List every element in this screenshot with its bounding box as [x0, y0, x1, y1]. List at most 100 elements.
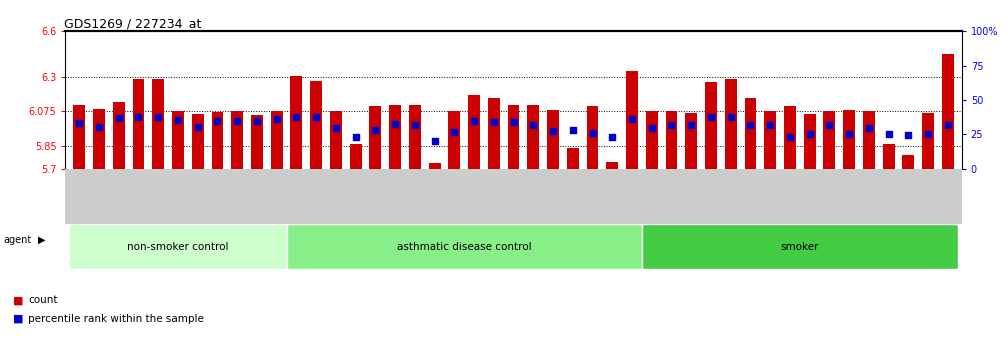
Point	[407, 122, 423, 128]
Point	[506, 119, 522, 125]
Text: ■: ■	[13, 314, 23, 324]
Point	[861, 126, 877, 131]
Point	[368, 127, 384, 132]
Bar	[843, 110, 855, 169]
Point	[683, 122, 699, 128]
Bar	[93, 109, 105, 169]
Bar	[645, 111, 658, 169]
Point	[71, 120, 88, 126]
Point	[643, 125, 660, 130]
Point	[822, 122, 838, 128]
Point	[802, 131, 818, 136]
Point	[781, 134, 798, 139]
Point	[150, 114, 166, 120]
Point	[664, 122, 680, 128]
Point	[189, 124, 205, 129]
Point	[940, 122, 956, 128]
Point	[880, 132, 896, 137]
Point	[249, 118, 265, 124]
Point	[920, 132, 937, 137]
Point	[565, 127, 581, 132]
Text: GDS1269 / 227234_at: GDS1269 / 227234_at	[63, 17, 201, 30]
Bar	[587, 106, 598, 169]
Bar	[863, 111, 875, 169]
Bar	[626, 71, 638, 169]
Point	[209, 118, 226, 124]
Bar	[152, 79, 164, 169]
Point	[841, 131, 857, 136]
Bar	[744, 98, 756, 169]
Point	[288, 114, 304, 120]
Point	[900, 132, 916, 138]
Bar	[232, 111, 243, 169]
Bar	[330, 111, 341, 169]
Text: non-smoker control: non-smoker control	[127, 241, 229, 252]
Point	[230, 118, 246, 124]
Bar	[74, 105, 86, 169]
Bar	[468, 95, 480, 169]
Bar	[172, 111, 184, 169]
Bar	[69, 224, 287, 269]
Bar	[251, 115, 263, 169]
Bar	[370, 106, 382, 169]
Text: agent: agent	[3, 235, 31, 245]
Point	[347, 134, 364, 139]
Bar	[725, 79, 737, 169]
Point	[762, 122, 778, 128]
Point	[328, 125, 344, 130]
Bar	[429, 163, 440, 169]
Bar	[409, 105, 421, 169]
Point	[91, 124, 107, 129]
Point	[526, 122, 542, 128]
Bar	[666, 111, 678, 169]
Bar	[191, 114, 203, 169]
Point	[111, 116, 127, 121]
Point	[584, 130, 600, 136]
Point	[703, 114, 719, 120]
Point	[485, 119, 501, 125]
Bar	[310, 81, 322, 169]
Bar	[389, 105, 401, 169]
Text: ■: ■	[13, 295, 23, 305]
Point	[131, 114, 147, 120]
Point	[742, 122, 758, 128]
Bar	[824, 111, 836, 169]
Bar	[902, 155, 914, 169]
Bar	[641, 224, 958, 269]
Bar	[113, 102, 125, 169]
Text: smoker: smoker	[780, 241, 819, 252]
Text: asthmatic disease control: asthmatic disease control	[397, 241, 532, 252]
Bar	[211, 112, 224, 169]
Bar	[448, 111, 460, 169]
Bar	[133, 79, 144, 169]
Bar	[883, 144, 894, 169]
Point	[624, 116, 640, 122]
Bar	[508, 105, 520, 169]
Point	[427, 138, 443, 143]
Point	[308, 114, 324, 120]
Point	[545, 129, 561, 134]
Point	[170, 117, 186, 122]
Bar	[547, 110, 559, 169]
Point	[604, 134, 620, 139]
Bar	[784, 106, 796, 169]
Bar	[271, 111, 283, 169]
Bar	[922, 113, 934, 169]
Bar	[567, 148, 579, 169]
Point	[269, 116, 285, 122]
Bar	[686, 113, 697, 169]
Point	[723, 114, 739, 120]
Bar	[349, 144, 362, 169]
Bar	[705, 81, 717, 169]
Bar	[804, 114, 816, 169]
Bar	[942, 54, 954, 169]
Bar	[764, 111, 776, 169]
Bar	[290, 76, 302, 169]
Bar	[528, 105, 539, 169]
Text: ▶: ▶	[38, 235, 45, 245]
Bar	[488, 98, 499, 169]
Point	[387, 122, 403, 127]
Text: count: count	[28, 295, 57, 305]
Text: percentile rank within the sample: percentile rank within the sample	[28, 314, 204, 324]
Bar	[287, 224, 641, 269]
